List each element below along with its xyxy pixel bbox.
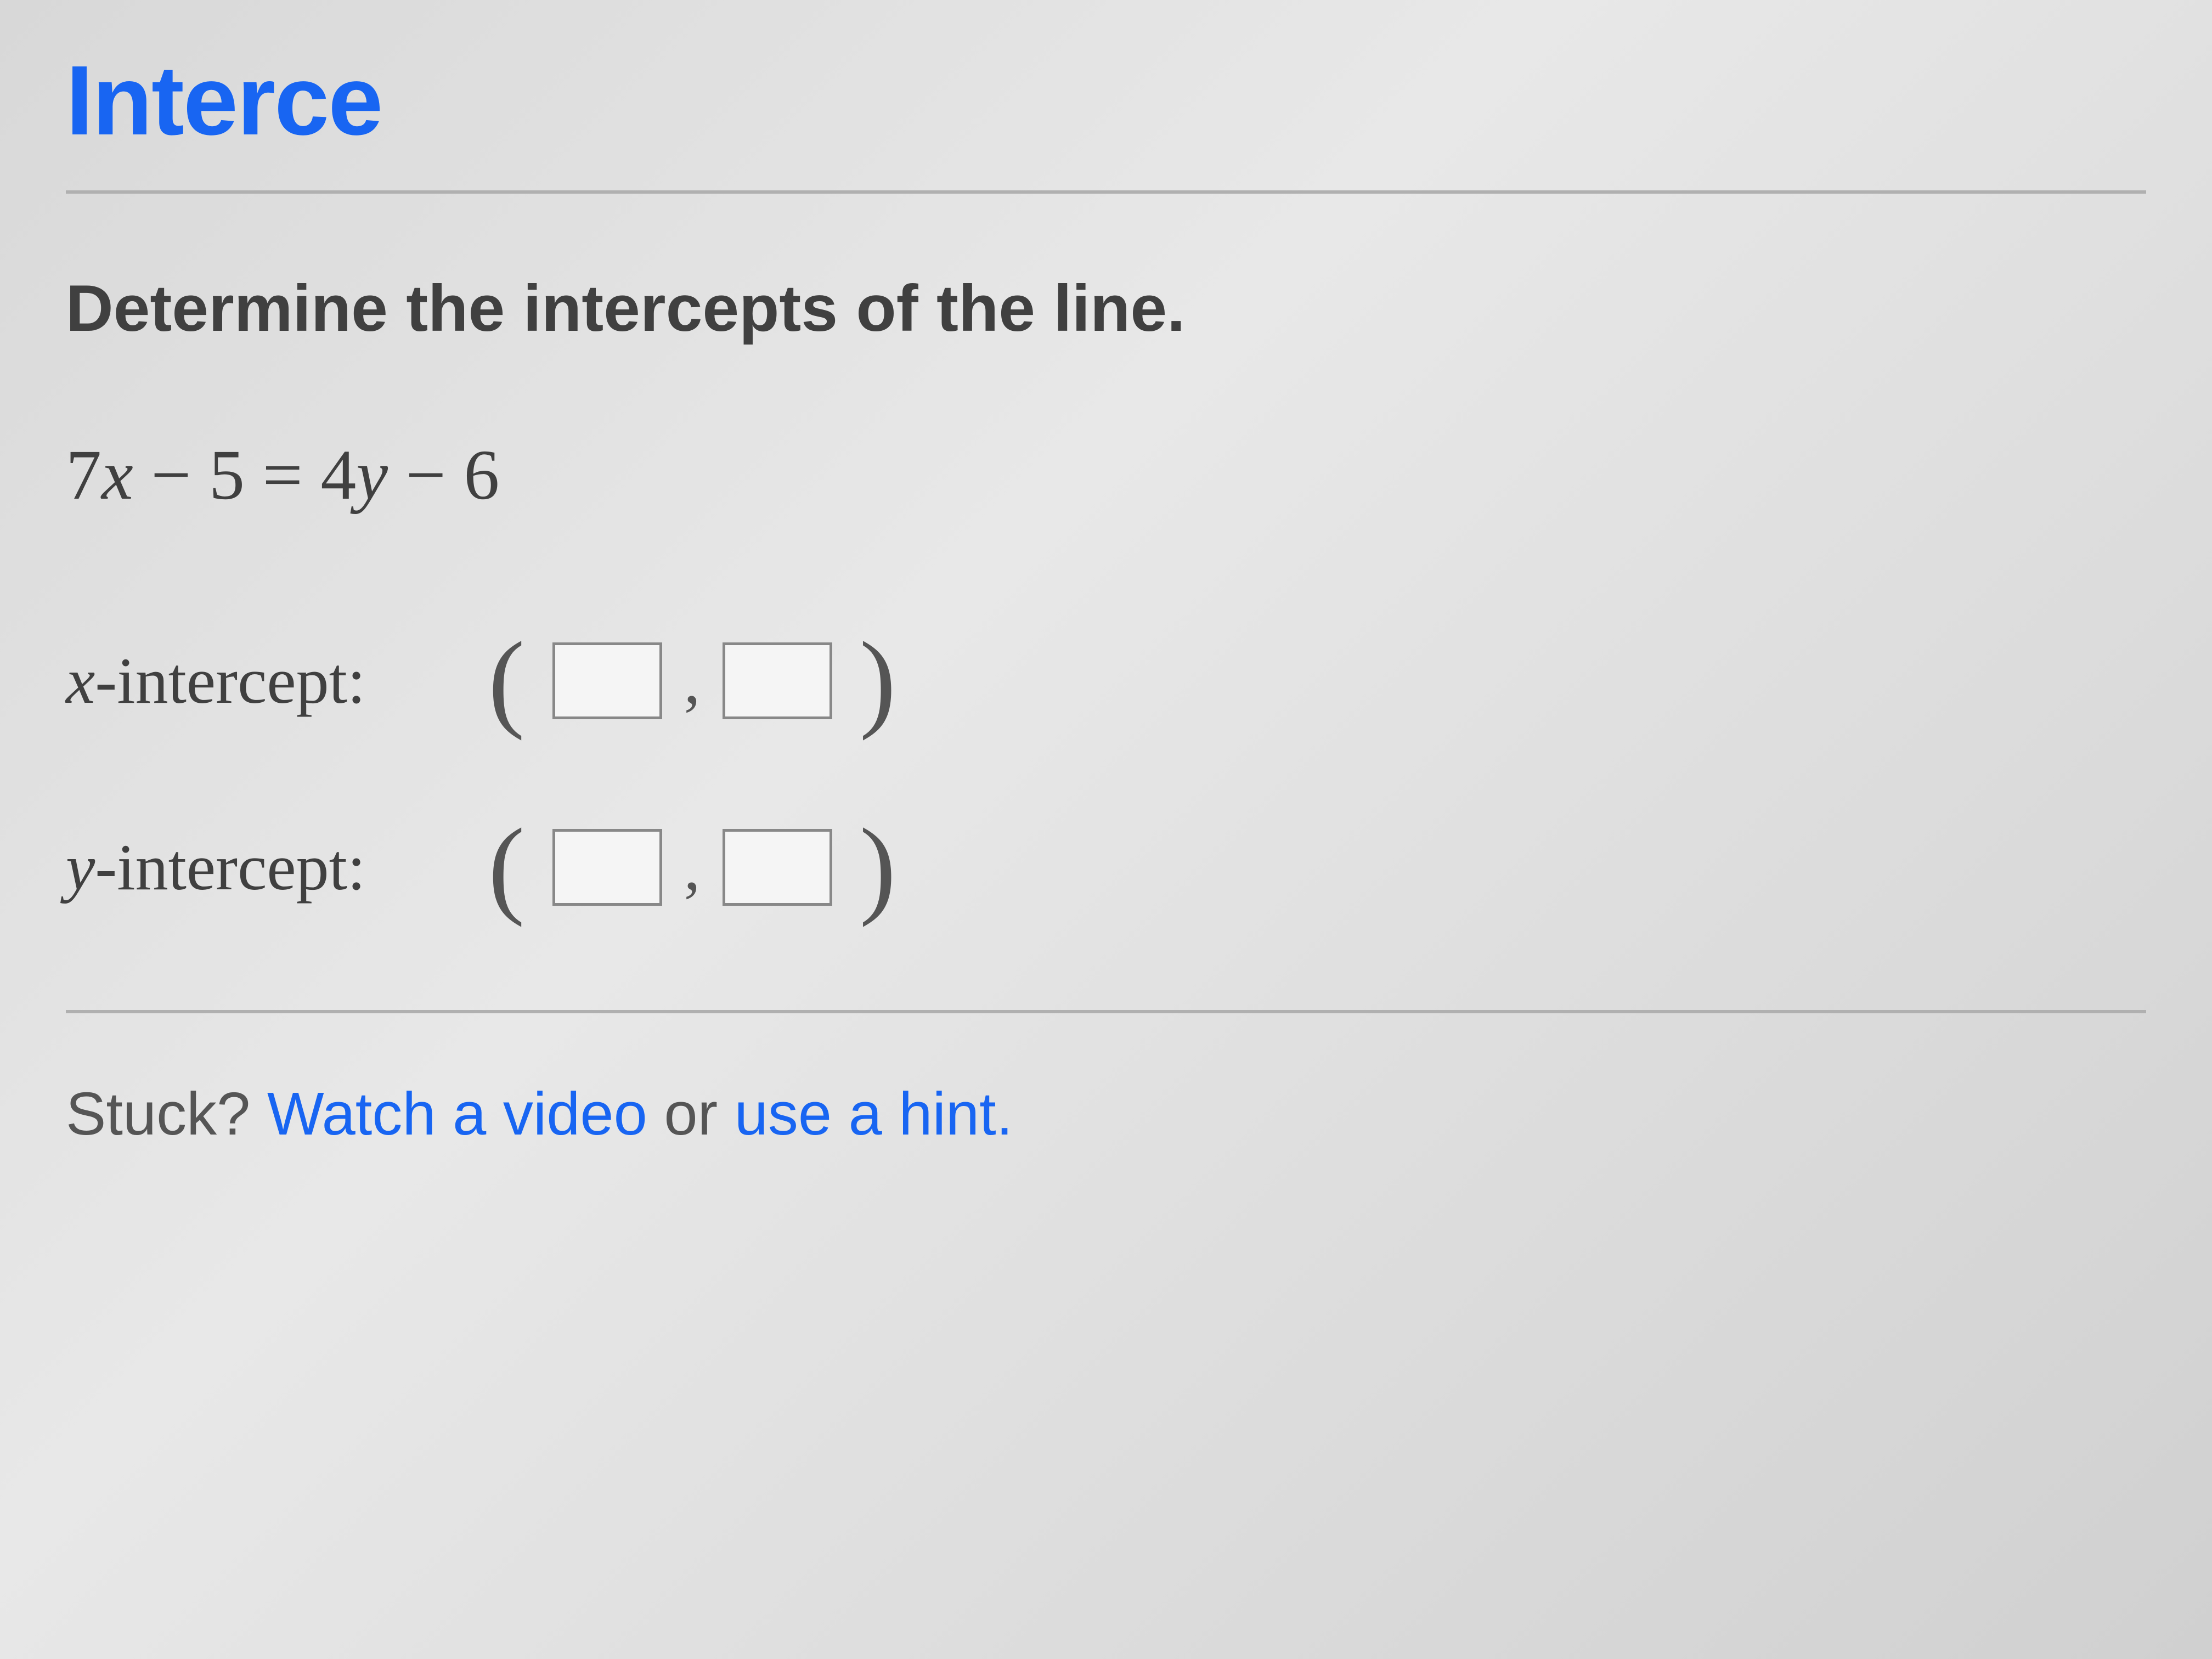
x-var: x	[66, 644, 95, 717]
bottom-divider	[66, 1010, 2146, 1013]
close-paren-y: )	[860, 823, 896, 911]
comma-y: ,	[684, 830, 701, 905]
y-intercept-label: y-intercept:	[66, 830, 461, 905]
y-label-rest: -intercept:	[95, 831, 365, 904]
rhs-var: y	[356, 436, 388, 515]
open-paren-y: (	[488, 823, 525, 911]
x-intercept-y-input[interactable]	[723, 642, 832, 719]
title-divider	[66, 190, 2146, 194]
x-intercept-x-input[interactable]	[552, 642, 662, 719]
x-label-rest: -intercept:	[95, 644, 365, 717]
rhs-coef: 4	[320, 436, 356, 515]
stuck-text: Stuck?	[66, 1080, 267, 1148]
close-paren-x: )	[860, 637, 896, 725]
use-hint-link[interactable]: use a hint.	[735, 1080, 1013, 1148]
exercise-page: Interce Determine the intercepts of the …	[0, 0, 2212, 1659]
lhs-coef: 7	[66, 436, 101, 515]
y-intercept-y-input[interactable]	[723, 829, 832, 906]
x-intercept-label: x-intercept:	[66, 643, 461, 719]
x-input-pair: ,	[552, 642, 832, 719]
y-input-pair: ,	[552, 829, 832, 906]
y-var: y	[66, 831, 95, 904]
lhs-var: x	[101, 436, 133, 515]
equation-display: 7x − 5 = 4y − 6	[66, 434, 2146, 516]
watch-video-link[interactable]: Watch a video	[267, 1080, 647, 1148]
y-intercept-x-input[interactable]	[552, 829, 662, 906]
open-paren-x: (	[488, 637, 525, 725]
comma-x: ,	[684, 643, 701, 719]
x-intercept-row: x-intercept: ( , )	[66, 637, 2146, 725]
or-text: or	[647, 1080, 735, 1148]
lhs-minus: − 5 =	[133, 436, 321, 515]
page-title: Interce	[66, 44, 2146, 157]
rhs-const: − 6	[388, 436, 499, 515]
y-intercept-row: y-intercept: ( , )	[66, 823, 2146, 911]
help-row: Stuck? Watch a video or use a hint.	[66, 1079, 2146, 1149]
question-prompt: Determine the intercepts of the line.	[66, 270, 2146, 346]
